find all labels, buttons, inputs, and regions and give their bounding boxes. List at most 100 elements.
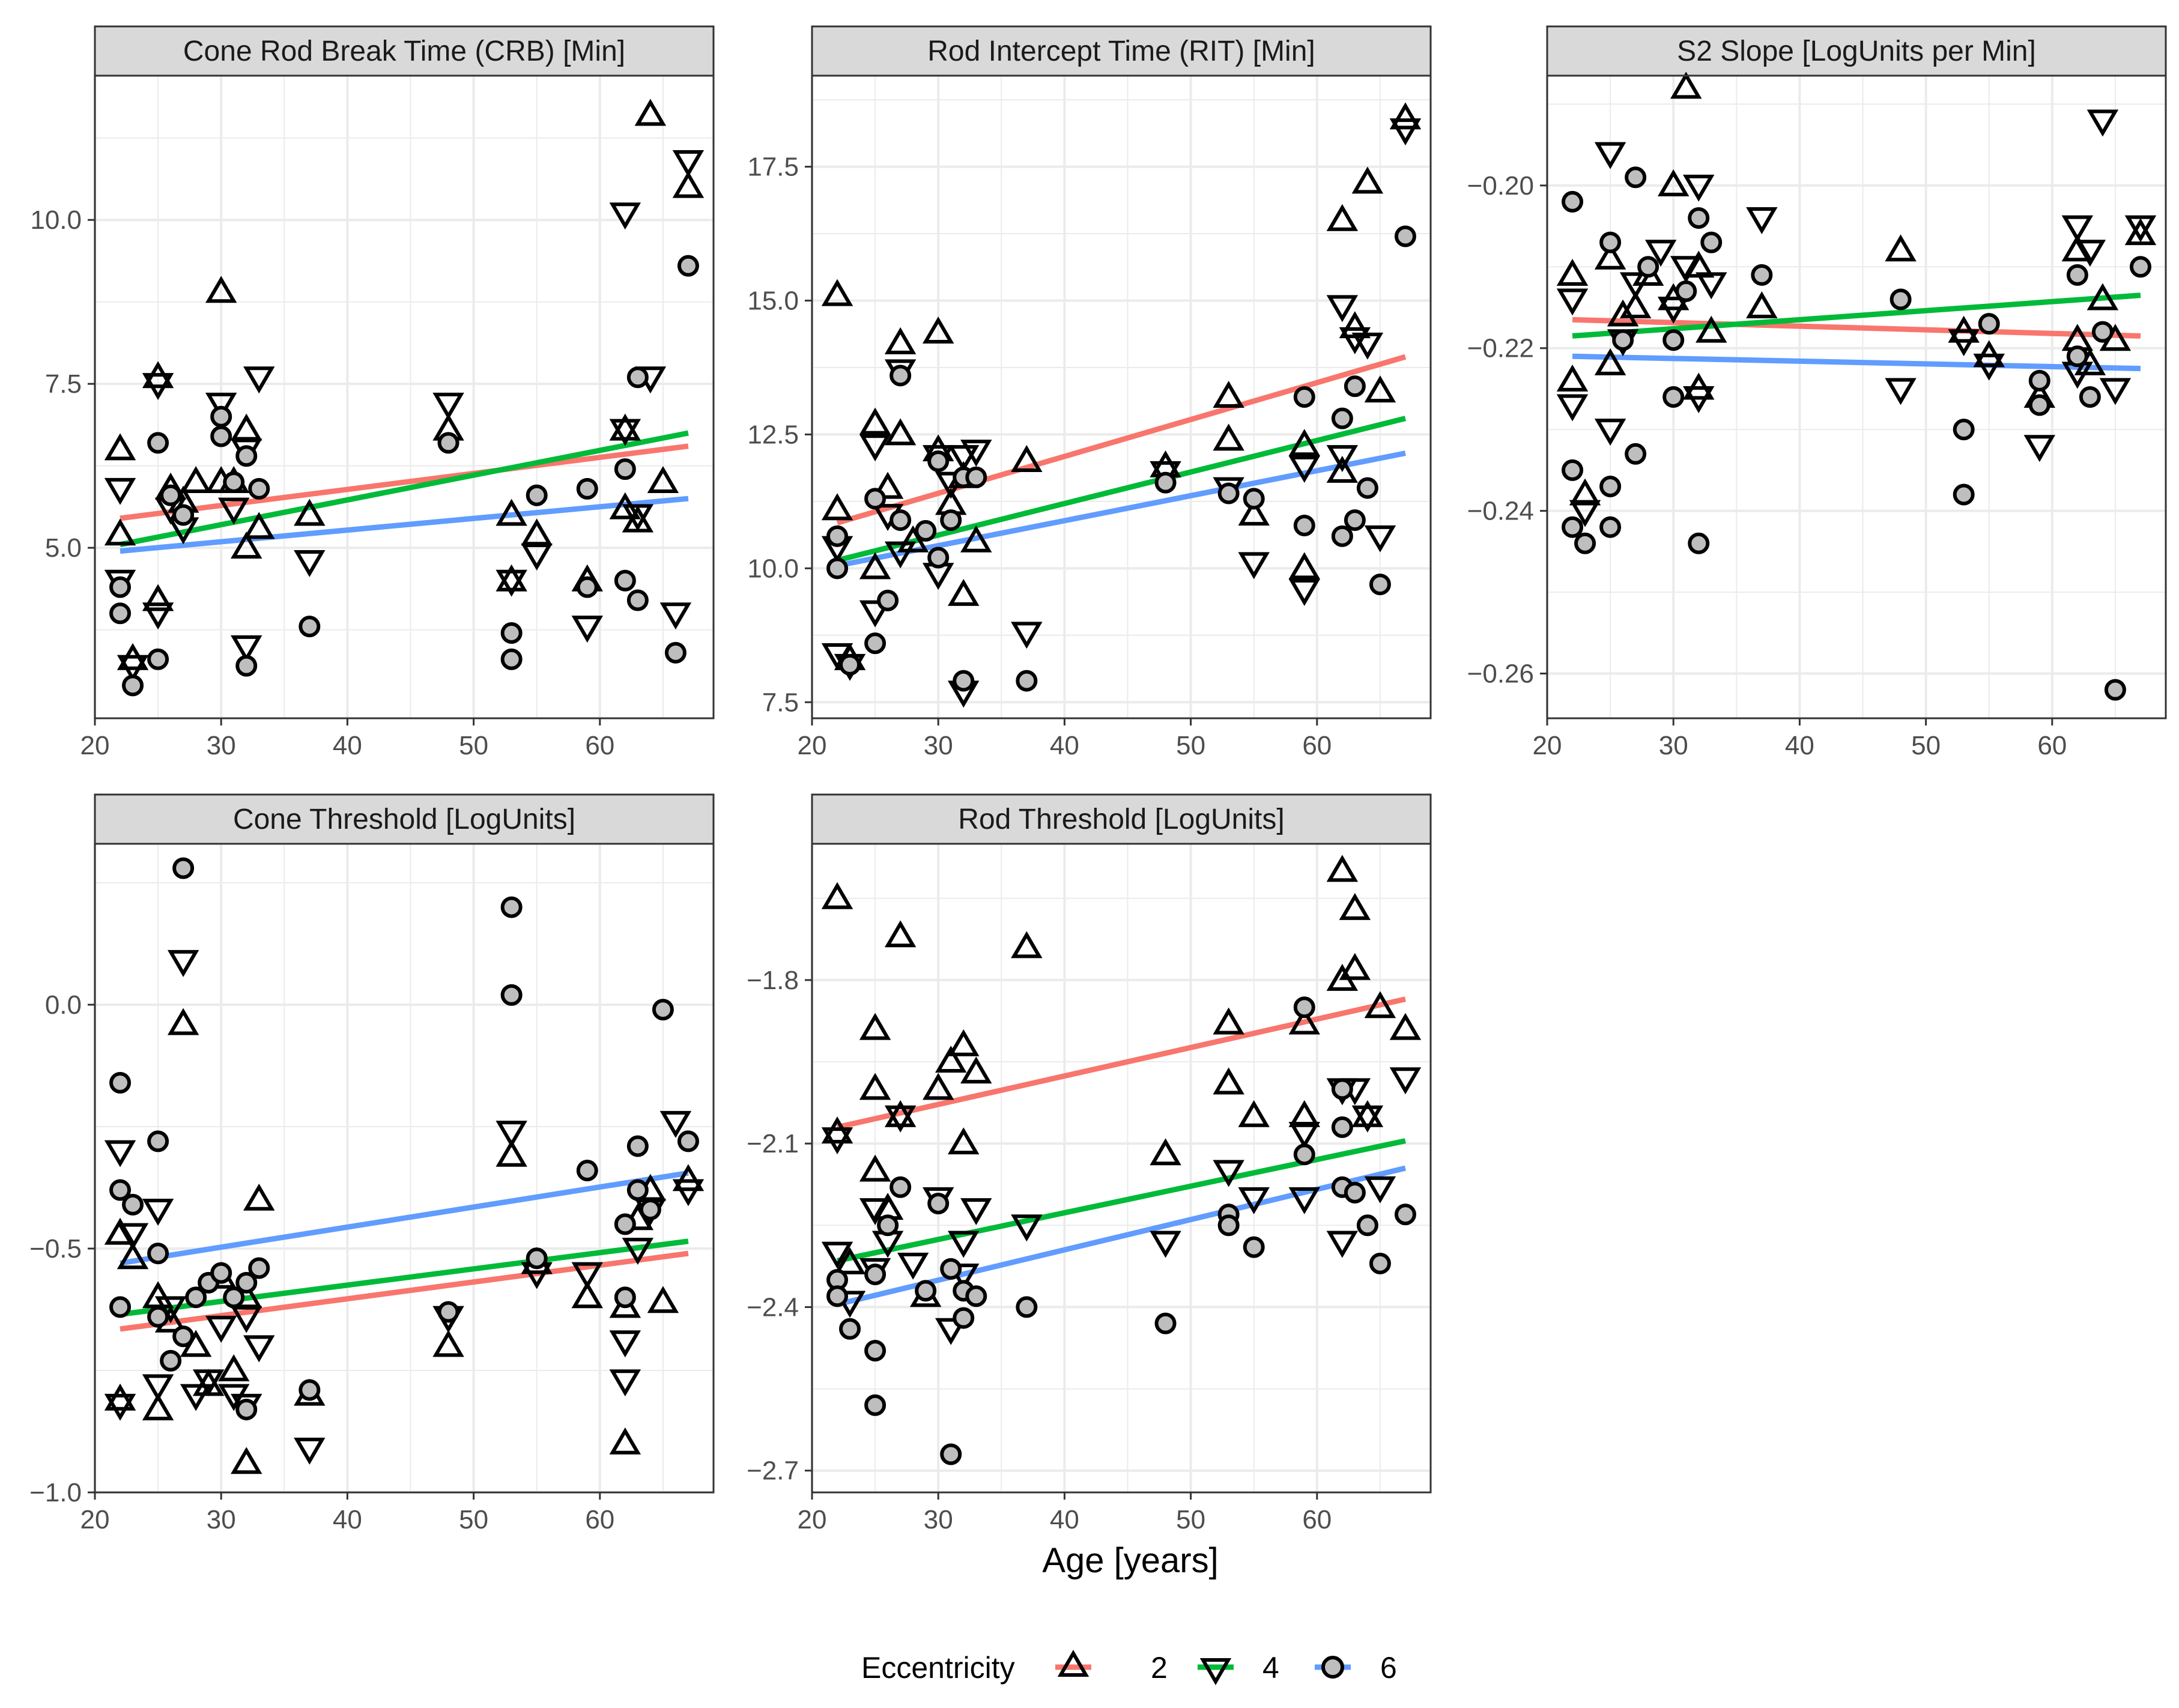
data-point-eccentricity-6: [1978, 313, 2000, 335]
data-point-eccentricity-4: [1238, 1187, 1270, 1214]
panel-4: Cone Threshold [LogUnits] 20 30 40 50 60 −1.0 −…: [29, 793, 715, 1534]
x-tick-label: 40: [333, 1505, 362, 1534]
data-point-eccentricity-6: [1637, 256, 1659, 278]
data-point-eccentricity-4: [1364, 525, 1396, 553]
data-point-eccentricity-6: [147, 1243, 169, 1265]
data-point-eccentricity-2: [496, 564, 527, 592]
data-point-eccentricity-4: [622, 504, 654, 531]
data-point-eccentricity-4: [294, 550, 326, 577]
y-tick-label: −2.7: [747, 1456, 799, 1486]
y-tick-label: 17.5: [747, 153, 799, 182]
x-tick-label: 20: [80, 731, 110, 760]
data-point-eccentricity-6: [147, 648, 169, 670]
data-point-eccentricity-2: [884, 920, 917, 948]
data-point-eccentricity-6: [614, 1286, 636, 1309]
data-point-eccentricity-4: [571, 616, 604, 643]
data-point-eccentricity-6: [965, 1285, 987, 1307]
data-point-eccentricity-6: [1394, 225, 1416, 247]
data-point-eccentricity-4: [1288, 1122, 1321, 1149]
data-point-eccentricity-2: [2124, 218, 2157, 246]
data-point-eccentricity-6: [1688, 532, 1710, 554]
panel-border: [94, 74, 715, 719]
data-point-eccentricity-6: [2129, 256, 2151, 278]
panel-strip: [1546, 25, 2167, 77]
data-point-eccentricity-6: [1562, 459, 1584, 481]
data-point-eccentricity-6: [147, 432, 169, 454]
data-point-eccentricity-6: [576, 477, 598, 500]
data-point-eccentricity-6: [664, 641, 686, 664]
data-point-eccentricity-4: [205, 1315, 237, 1343]
data-point-eccentricity-4: [1238, 552, 1270, 580]
data-point-eccentricity-6: [2028, 369, 2050, 392]
data-point-eccentricity-4: [1619, 272, 1652, 300]
data-point-eccentricity-2: [859, 1013, 891, 1040]
data-point-eccentricity-6: [122, 674, 144, 697]
data-point-eccentricity-2: [1011, 445, 1043, 472]
data-point-eccentricity-2: [142, 584, 174, 611]
data-point-eccentricity-4: [1288, 1187, 1321, 1214]
data-point-eccentricity-4: [859, 434, 891, 462]
data-point-eccentricity-2: [948, 578, 980, 606]
panel-1: Cone Rod Break Time (CRB) [Min] 20 30 40 50 6…: [30, 25, 715, 760]
data-point-eccentricity-4: [672, 150, 705, 177]
data-point-eccentricity-6: [248, 1257, 270, 1279]
data-point-eccentricity-6: [1574, 532, 1596, 554]
data-point-eccentricity-6: [109, 1071, 132, 1094]
data-point-eccentricity-6: [223, 1286, 245, 1309]
data-point-eccentricity-4: [1011, 622, 1043, 649]
data-point-eccentricity-6: [1662, 329, 1685, 351]
data-point-eccentricity-6: [1344, 1181, 1366, 1204]
panel-background: [812, 844, 1431, 1492]
data-point-eccentricity-2: [609, 413, 641, 441]
data-point-eccentricity-2: [117, 1242, 149, 1270]
panel-title: Rod Intercept Time (RIT) [Min]: [927, 35, 1315, 67]
x-tick-label: 60: [2037, 731, 2067, 760]
data-point-eccentricity-2: [1150, 1138, 1181, 1166]
data-point-eccentricity-6: [1625, 166, 1647, 189]
data-point-eccentricity-2: [609, 1427, 641, 1455]
data-point-eccentricity-2: [884, 327, 917, 354]
data-point-eccentricity-2: [1619, 291, 1652, 319]
trend-line-eccentricity-2: [836, 354, 1407, 525]
y-tick-label: −2.1: [747, 1129, 799, 1158]
data-point-eccentricity-2: [1594, 348, 1626, 375]
data-point-eccentricity-2: [821, 279, 853, 306]
facet-panels: Cone Rod Break Time (CRB) [Min] 20 30 40 50 6…: [29, 25, 2167, 1534]
data-point-eccentricity-6: [1599, 516, 1622, 538]
panel-background: [95, 76, 714, 718]
data-point-eccentricity-6: [2091, 321, 2114, 343]
data-point-eccentricity-4: [142, 602, 174, 630]
legend-label-4: 4: [1262, 1651, 1279, 1685]
data-point-eccentricity-2: [634, 98, 667, 126]
data-point-eccentricity-4: [231, 1306, 262, 1333]
data-point-eccentricity-6: [889, 1176, 912, 1198]
x-tick-label: 40: [1050, 731, 1079, 760]
data-point-eccentricity-4: [1150, 461, 1181, 488]
data-point-eccentricity-4: [142, 373, 174, 401]
data-point-eccentricity-6: [1700, 231, 1723, 253]
data-point-eccentricity-6: [927, 1192, 950, 1214]
data-point-eccentricity-4: [859, 600, 891, 628]
data-point-eccentricity-2: [859, 1154, 891, 1182]
data-point-eccentricity-2: [1364, 991, 1396, 1019]
data-point-eccentricity-6: [1154, 471, 1177, 494]
y-tick-label: −0.22: [1467, 334, 1534, 363]
data-point-eccentricity-6: [940, 1258, 962, 1280]
data-point-eccentricity-6: [652, 999, 674, 1021]
trend-line-eccentricity-4: [1572, 292, 2141, 339]
data-point-eccentricity-2: [243, 512, 275, 539]
panel-title: S2 Slope [LogUnits per Min]: [1677, 35, 2036, 67]
data-point-eccentricity-6: [437, 1301, 459, 1323]
data-point-eccentricity-2: [859, 552, 891, 580]
panel-background: [1547, 76, 2166, 718]
y-tick-label: 7.5: [45, 369, 82, 399]
data-point-eccentricity-4: [1696, 272, 1727, 300]
data-point-eccentricity-2: [496, 498, 527, 526]
data-point-eccentricity-2: [922, 1073, 954, 1100]
panel-3: S2 Slope [LogUnits per Min] 20 30 40 50 60 −0.…: [1467, 25, 2167, 760]
data-point-eccentricity-6: [889, 509, 912, 531]
data-point-eccentricity-6: [1154, 1312, 1177, 1334]
x-tick-label: 60: [585, 1505, 614, 1534]
data-point-eccentricity-4: [1364, 1176, 1396, 1204]
